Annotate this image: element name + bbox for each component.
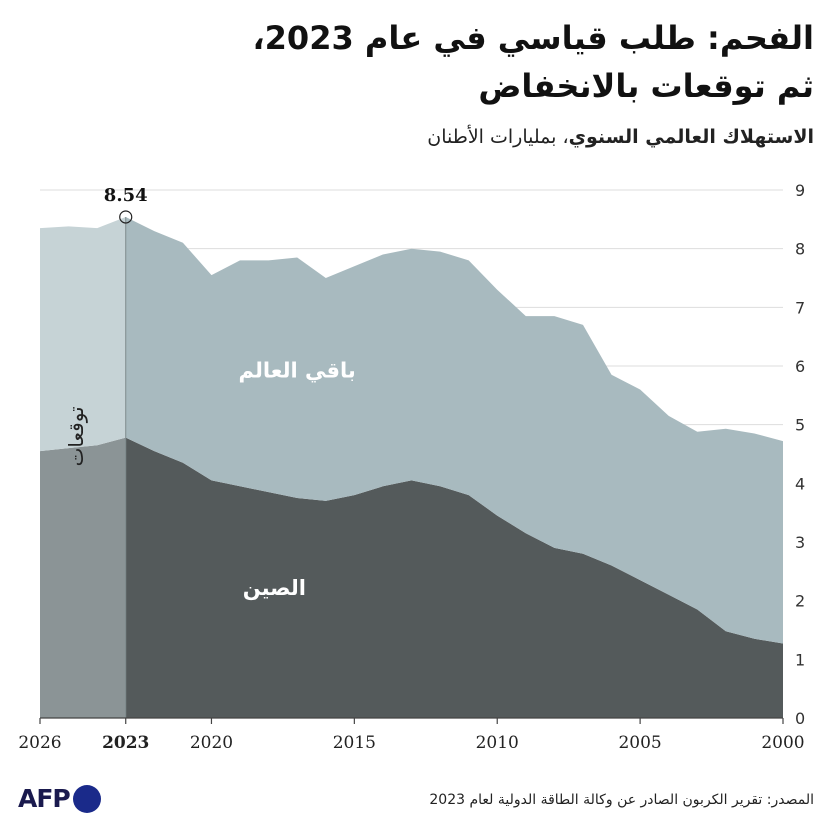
peak-value-label: 8.54	[104, 185, 148, 206]
subtitle-rest: ، بمليارات الأطنان	[427, 126, 569, 148]
series-area-china-forecast	[40, 437, 126, 718]
y-tick-label-6: 6	[795, 357, 805, 376]
y-tick-label-7: 7	[795, 298, 805, 317]
y-tick-label-8: 8	[795, 240, 805, 259]
x-tick-label-2000: 2000	[761, 733, 804, 753]
x-tick-label-2026: 2026	[18, 733, 61, 753]
y-tick-label-2: 2	[795, 592, 805, 611]
y-tick-label-0: 0	[795, 709, 805, 728]
chart-title: الفحم: طلب قياسي في عام 2023، ثم توقعات …	[253, 14, 815, 110]
afp-logo: AFP	[18, 784, 101, 813]
source-note: المصدر: تقرير الكربون الصادر عن وكالة ال…	[429, 792, 814, 808]
x-tick-label-2005: 2005	[618, 733, 661, 753]
series-area-rest-of-world	[125, 217, 783, 644]
y-tick-label-1: 1	[795, 650, 805, 669]
x-tick-label-2015: 2015	[333, 733, 376, 753]
y-tick-label-5: 5	[795, 416, 805, 435]
y-tick-label-3: 3	[795, 533, 805, 552]
series-area-china	[125, 437, 783, 718]
y-tick-label-9: 9	[795, 181, 805, 200]
series-area-rest-of-world-forecast	[40, 217, 126, 452]
x-tick-label-2020: 2020	[190, 733, 233, 753]
title-line-1: الفحم: طلب قياسي في عام 2023،	[252, 19, 815, 57]
x-tick-label-2023: 2023	[102, 733, 149, 753]
logo-dot-icon	[72, 784, 101, 813]
forecast-label: توقعات	[64, 406, 88, 466]
series-label-rest-of-world: باقي العالم	[239, 359, 356, 383]
logo-text: AFP	[18, 784, 71, 813]
y-tick-label-4: 4	[795, 474, 805, 493]
title-line-2: ثم توقعات بالانخفاض	[478, 67, 814, 105]
subtitle-bold: الاستهلاك العالمي السنوي	[568, 126, 814, 148]
chart-subtitle: الاستهلاك العالمي السنوي، بمليارات الأطن…	[427, 126, 814, 148]
series-label-china: الصين	[243, 576, 306, 600]
peak-marker	[119, 210, 133, 224]
x-tick-label-2010: 2010	[476, 733, 519, 753]
